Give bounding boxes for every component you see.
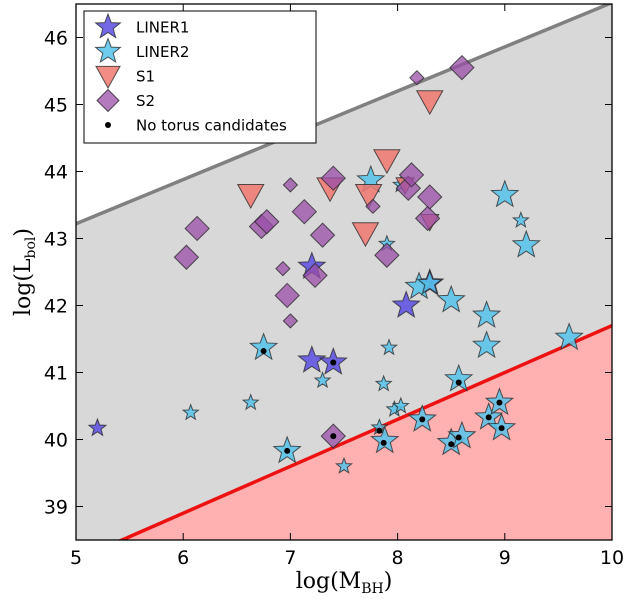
s2-point-13 bbox=[414, 205, 441, 232]
s1-point-2 bbox=[351, 222, 380, 248]
legend-box bbox=[83, 10, 317, 144]
ticks-layer: 5 6 7 8 9 10 39 40 41 42 43 44 45 46 bbox=[44, 4, 624, 569]
x-axis-label: log(MBH) bbox=[296, 569, 393, 597]
liner2-point-22 bbox=[471, 300, 502, 329]
liner2-point-27 bbox=[490, 179, 520, 208]
liner2-point-29 bbox=[511, 229, 541, 258]
s2-point-10 bbox=[374, 242, 400, 268]
s2-point-6 bbox=[309, 222, 336, 248]
liner2-point-4 bbox=[313, 371, 332, 389]
no-torus-candidates-point-11 bbox=[496, 399, 503, 406]
legend-marker-no-torus-candidates bbox=[105, 122, 111, 128]
liner2-point-1 bbox=[241, 393, 260, 411]
s1-point-4 bbox=[373, 149, 401, 175]
liner2-point-5 bbox=[335, 456, 353, 474]
s2-point-5 bbox=[302, 262, 328, 289]
y-tick-label-45: 45 bbox=[44, 95, 68, 117]
s2-point-12 bbox=[398, 162, 425, 188]
legend-label-s2: S2 bbox=[136, 92, 155, 110]
no-torus-candidates-point-3 bbox=[330, 433, 337, 440]
legend-marker-s1 bbox=[95, 65, 121, 90]
s2-point-17 bbox=[274, 282, 300, 309]
no-torus-candidates-point-4 bbox=[376, 427, 383, 434]
x-tick-label-5: 5 bbox=[70, 547, 82, 569]
y-axis-label: log(Lbol) bbox=[11, 228, 39, 316]
s2-point-15 bbox=[409, 69, 425, 86]
s2-point-4 bbox=[291, 198, 318, 225]
s2-point-3 bbox=[254, 209, 280, 235]
s1-point-6 bbox=[415, 90, 444, 116]
s2-point-7 bbox=[320, 165, 346, 191]
no-torus-candidates-point-6 bbox=[419, 416, 426, 423]
y-tick-label-43: 43 bbox=[44, 229, 68, 251]
y-tick-label-46: 46 bbox=[44, 28, 68, 50]
x-tick-label-8: 8 bbox=[392, 547, 404, 569]
legend-marker-s2 bbox=[96, 88, 120, 113]
upper-limit-line bbox=[76, 4, 612, 226]
no-torus-candidates-point-1 bbox=[284, 447, 291, 454]
s1-point-0 bbox=[236, 184, 265, 209]
y-axis-label-sub: bol bbox=[23, 236, 39, 258]
liner2-point-0 bbox=[181, 403, 200, 421]
s2-point-9 bbox=[365, 198, 381, 215]
liner2-point-21 bbox=[447, 420, 477, 449]
x-tick-label-7: 7 bbox=[284, 547, 296, 569]
no-torus-candidates-point-10 bbox=[485, 414, 492, 421]
liner2-point-13 bbox=[391, 396, 410, 414]
liner2-point-28 bbox=[511, 210, 530, 229]
legend-marker-liner2 bbox=[94, 37, 122, 64]
legend-label-s1: S1 bbox=[136, 68, 155, 86]
no-torus-candidates-point-0 bbox=[260, 348, 267, 355]
liner2-point-23 bbox=[471, 330, 502, 359]
no-torus-candidates-point-2 bbox=[330, 359, 337, 366]
liner2-point-17 bbox=[416, 269, 443, 295]
liner1-point-2 bbox=[297, 345, 327, 373]
plot-area bbox=[76, 4, 612, 540]
legend-marker-liner1 bbox=[94, 12, 122, 39]
liner2-point-30 bbox=[554, 322, 584, 351]
legend-label-liner2: LINER2 bbox=[136, 43, 189, 61]
no-torus-candidates-point-9 bbox=[455, 434, 462, 441]
no-torus-candidates-point-7 bbox=[448, 441, 455, 448]
x-tick-label-6: 6 bbox=[177, 547, 189, 569]
markers-layer bbox=[87, 54, 584, 474]
liner2-point-9 bbox=[370, 425, 400, 454]
x-axis-label-sub: BH bbox=[361, 581, 384, 597]
y-tick-label-39: 39 bbox=[44, 497, 68, 519]
y-tick-label-41: 41 bbox=[44, 363, 68, 385]
liner2-point-8 bbox=[374, 374, 393, 392]
x-tick-label-9: 9 bbox=[499, 547, 511, 569]
grey-region bbox=[76, 4, 612, 540]
s1-point-3 bbox=[354, 184, 383, 209]
liner1-point-4 bbox=[391, 290, 421, 318]
s2-point-18 bbox=[282, 177, 299, 193]
lower-limit-line bbox=[117, 323, 612, 540]
x-tick-label-10: 10 bbox=[600, 547, 624, 569]
legend-label-liner1: LINER1 bbox=[136, 19, 189, 37]
s2-point-0 bbox=[173, 244, 200, 270]
legend-label-no-torus-candidates: No torus candidates bbox=[136, 117, 287, 135]
no-torus-candidates-point-12 bbox=[498, 425, 505, 432]
no-torus-candidates-point-8 bbox=[455, 379, 462, 386]
y-tick-label-42: 42 bbox=[44, 296, 68, 318]
y-tick-label-44: 44 bbox=[44, 162, 68, 184]
plot-frame bbox=[75, 3, 613, 541]
s2-point-16 bbox=[449, 54, 475, 81]
s2-point-14 bbox=[417, 184, 443, 210]
liner1-point-0 bbox=[87, 417, 108, 437]
s2-point-19 bbox=[275, 260, 291, 277]
y-tick-label-40: 40 bbox=[44, 430, 68, 452]
liner2-point-18 bbox=[436, 284, 466, 313]
no-torus-candidates-point-5 bbox=[380, 439, 387, 446]
liner2-point-11 bbox=[380, 338, 398, 356]
s2-point-20 bbox=[282, 313, 299, 329]
s2-point-1 bbox=[184, 215, 210, 242]
legend: LINER1 LINER2 S1 S2 No torus candidates bbox=[83, 10, 317, 144]
